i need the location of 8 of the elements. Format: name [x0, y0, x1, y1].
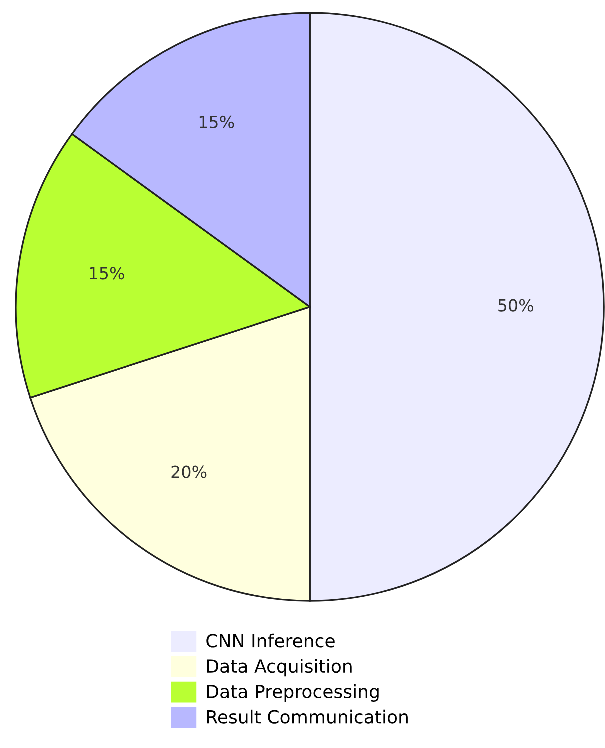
data-label: 15%: [200, 116, 234, 129]
legend-label: Result Communication: [207, 710, 408, 724]
data-label: 20%: [172, 466, 207, 478]
legend-label: CNN Inference: [206, 634, 335, 648]
legend-label: Data Preprocessing: [207, 684, 379, 702]
data-label: 50%: [498, 299, 534, 312]
legend-label: Data Acquisition: [207, 659, 352, 677]
data-label: 15%: [90, 267, 124, 280]
